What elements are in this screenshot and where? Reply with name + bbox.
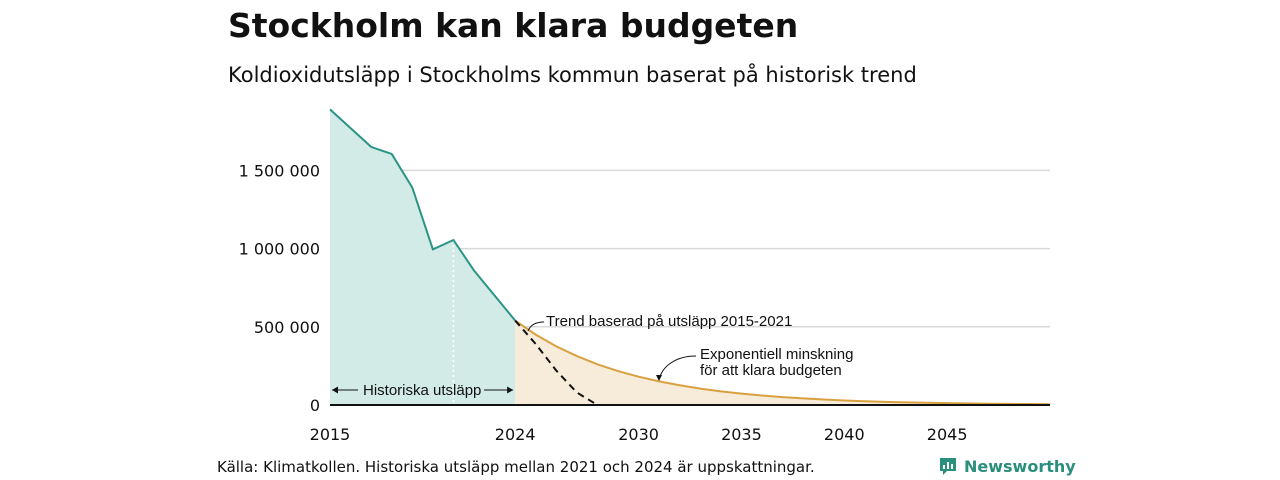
arrowhead-right-icon — [507, 386, 514, 394]
brand-name: Newsworthy — [964, 456, 1076, 476]
historical-area — [330, 109, 516, 405]
source-note: Källa: Klimatkollen. Historiska utsläpp … — [217, 458, 815, 476]
brand-logo-block[interactable]: Newsworthy — [938, 456, 1076, 476]
x-tick-label: 2040 — [824, 425, 865, 444]
x-tick-label: 2030 — [618, 425, 659, 444]
series-lines — [329, 108, 1051, 406]
budget-label-line1: Exponentiell minskning — [700, 346, 853, 363]
historical-label: Historiska utsläpp — [363, 382, 481, 399]
historical-line — [329, 108, 516, 322]
budget-label-line2: för att klara budgeten — [700, 362, 842, 379]
budget-pointer — [658, 355, 697, 381]
x-tick-label: 2015 — [310, 425, 351, 444]
newsworthy-logo-icon — [940, 458, 956, 475]
trend-line — [514, 319, 598, 406]
trend-label: Trend baserad på utsläpp 2015-2021 — [546, 313, 792, 330]
chart-title: Stockholm kan klara budgeten — [228, 6, 799, 45]
y-tick-label: 500 000 — [254, 318, 320, 337]
trend-pointer — [527, 321, 545, 332]
budget-arrowhead-icon — [656, 375, 662, 381]
arrowhead-left-icon — [332, 386, 338, 394]
chart-subtitle: Koldioxidutsläpp i Stockholms kommun bas… — [228, 63, 917, 87]
x-tick-label: 2045 — [927, 425, 968, 444]
budget-line — [514, 319, 1051, 406]
x-tick-label: 2035 — [721, 425, 762, 444]
annotations: Historiska utsläpp Trend baserad på utslä… — [332, 313, 853, 399]
budget-area — [515, 320, 1050, 405]
area-fills — [330, 109, 1050, 405]
y-tick-label: 0 — [310, 396, 320, 415]
y-tick-label: 1 500 000 — [239, 161, 320, 180]
x-tick-label: 2024 — [495, 425, 536, 444]
axes: 0 500 000 1 000 000 1 500 000 2015 2024 2030 20… — [239, 161, 1050, 444]
y-tick-label: 1 000 000 — [239, 240, 320, 259]
